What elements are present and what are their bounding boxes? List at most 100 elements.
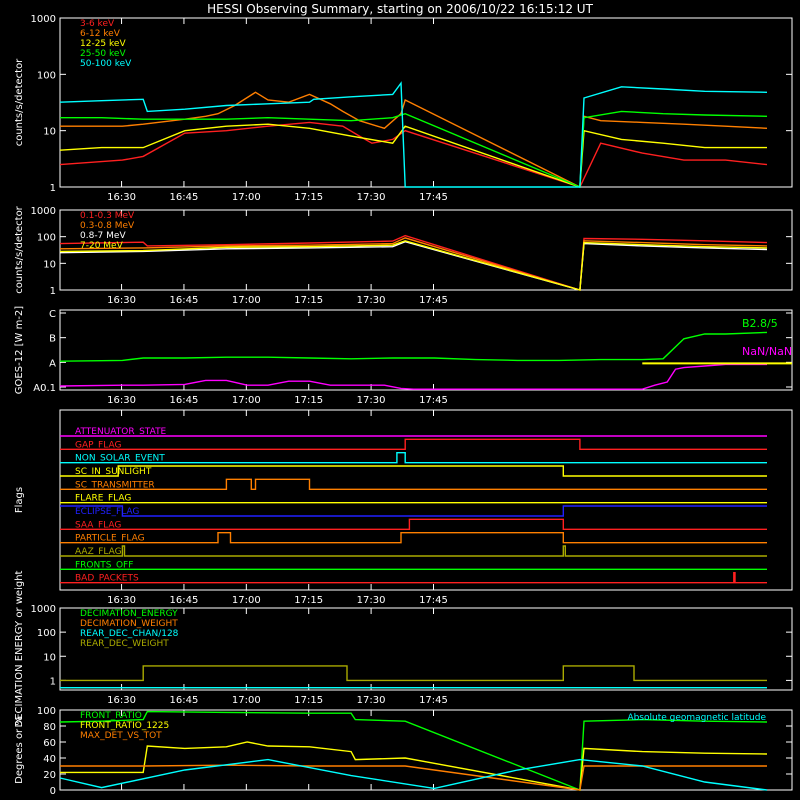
panel-frame xyxy=(59,17,793,188)
x-tick-label: 17:45 xyxy=(419,295,448,306)
x-tick-label: 17:15 xyxy=(294,395,323,406)
panel-ratios: 0 20 40 60 80 100 Degrees or % FRONT_RATIOFRONT… xyxy=(14,706,793,797)
legend-label: 7-20 MeV xyxy=(80,241,124,251)
y-axis-label: counts/s/detector xyxy=(14,205,25,293)
x-tick-label: 16:30 xyxy=(107,395,136,406)
legend-label: Absolute geomagnetic latitude xyxy=(627,713,766,723)
x-tick-label: 17:30 xyxy=(357,695,386,706)
x-tick-label: 16:45 xyxy=(170,595,199,606)
legend-label: 0.3-0.8 MeV xyxy=(80,221,135,231)
panel-hi_energy: 1 10 100 1000 counts/s/detector 16:30 16:45 17:… xyxy=(14,205,793,306)
series-line-absolute-geomagnetic-latitude xyxy=(59,758,768,791)
x-tick-label: 17:30 xyxy=(357,295,386,306)
x-tick-label: 16:45 xyxy=(170,695,199,706)
legend-label: ECLIPSE_FLAG xyxy=(75,507,139,517)
legend-label: 25-50 keV xyxy=(80,49,126,59)
legend-label: 0.8-7 MeV xyxy=(80,231,126,241)
panel-flags: Flags 16:30 16:45 17:00 17:15 17:30 17:45 ATTEN… xyxy=(14,409,793,606)
y-tick-label: 1 xyxy=(50,286,56,297)
series-line-50-100-kev xyxy=(59,81,768,188)
legend-label: SC_TRANSMITTER xyxy=(75,480,155,490)
x-tick-label: 17:30 xyxy=(357,192,386,203)
series-line-non-solar-event xyxy=(60,452,767,464)
legend-label: 6-12 keV xyxy=(80,29,121,39)
legend-label: GAP_FLAG xyxy=(75,440,121,450)
legend-label: MAX_DET_VS_TOT xyxy=(80,731,162,741)
series-line-front-ratio xyxy=(59,710,768,792)
y-tick-label: 100 xyxy=(37,706,56,717)
panel-frame xyxy=(59,209,793,291)
x-tick-label: 17:15 xyxy=(294,295,323,306)
x-tick-label: 17:30 xyxy=(357,395,386,406)
series-line-particle-flag xyxy=(60,532,767,544)
series-line-max-det-vs-tot xyxy=(60,764,767,791)
panel-frame xyxy=(59,709,793,791)
series-line-rear-dec-weight xyxy=(60,665,767,682)
legend-label: B2.8/5 xyxy=(742,317,778,330)
series-line-nan-nan xyxy=(59,363,767,390)
y-axis-label: counts/s/detector xyxy=(14,58,25,146)
y-tick-label: 40 xyxy=(43,754,56,765)
legend-label: NON_SOLAR_EVENT xyxy=(75,454,165,464)
y-tick-label: 20 xyxy=(43,770,56,781)
legend-label: ATTENUATOR_STATE xyxy=(75,427,167,437)
series-line-0-1-0-3-mev xyxy=(59,234,768,291)
legend-label: FRONT_RATIO xyxy=(80,711,142,721)
y-tick-label: 100 xyxy=(37,628,56,639)
legend-label: SAA_FLAG xyxy=(75,520,121,530)
y-tick-label: 1 xyxy=(50,183,56,194)
x-tick-label: 17:00 xyxy=(232,595,261,606)
y-tick-label: 0 xyxy=(50,786,56,797)
y-tick-label: 100 xyxy=(37,233,56,244)
series-line-bad-packets xyxy=(60,572,767,584)
series-line-0-3-0-8-mev xyxy=(59,237,768,291)
legend-label: PARTICLE_FLAG xyxy=(75,534,145,544)
y-tick-label: 1000 xyxy=(31,206,56,217)
panel-frame xyxy=(59,409,793,591)
panel-decimation: 1 10 100 1000 DECIMATION ENERGY or weight 16:… xyxy=(14,570,793,727)
y-axis-label: DECIMATION ENERGY or weight xyxy=(14,570,25,727)
legend-label: 0.1-0.3 MeV xyxy=(80,211,135,221)
x-tick-label: 17:15 xyxy=(294,192,323,203)
x-tick-label: 17:15 xyxy=(294,595,323,606)
series-line-25-50-kev xyxy=(60,110,768,189)
x-tick-label: 17:00 xyxy=(232,192,261,203)
legend-label: REAR_DEC_WEIGHT xyxy=(80,639,169,649)
y-tick-label: 10 xyxy=(43,259,56,270)
series-line-0-8-7-mev xyxy=(59,240,768,291)
y-axis-label: Flags xyxy=(14,487,25,513)
x-tick-label: 17:45 xyxy=(419,695,448,706)
x-tick-label: 16:45 xyxy=(170,192,199,203)
series-line-sc-in-sunlight xyxy=(60,465,767,477)
y-tick-label: 60 xyxy=(43,738,56,749)
legend-label: BAD_PACKETS xyxy=(75,574,139,584)
y-tick-label: 1000 xyxy=(31,14,56,25)
series-line-sc-transmitter xyxy=(60,478,767,490)
x-tick-label: 16:30 xyxy=(107,695,136,706)
series-line-aaz-flag xyxy=(60,545,767,557)
legend-label: AAZ_FLAG xyxy=(75,547,122,557)
legend-label: FRONTS_OFF xyxy=(75,560,133,570)
panel-frame xyxy=(59,607,793,691)
y-tick-label: 80 xyxy=(43,722,56,733)
x-tick-label: 17:00 xyxy=(232,395,261,406)
x-tick-label: 17:45 xyxy=(419,595,448,606)
panel-goes: A0.1 A B C GOES-12 [W m-2] 16:30 16:45 17:00 17:… xyxy=(14,306,793,406)
x-tick-label: 17:45 xyxy=(419,395,448,406)
series-line-saa-flag xyxy=(60,518,767,530)
legend-label: DECIMATION_WEIGHT xyxy=(80,619,178,629)
y-axis-label: GOES-12 [W m-2] xyxy=(14,306,25,394)
x-tick-label: 16:45 xyxy=(170,395,199,406)
x-tick-label: 17:00 xyxy=(232,295,261,306)
series-line-6-12-kev xyxy=(60,91,768,189)
figure-title: HESSI Observing Summary, starting on 200… xyxy=(207,2,593,16)
series-line-7-20-mev xyxy=(59,240,768,291)
legend-label: NaN/NaN xyxy=(742,345,792,358)
x-tick-label: 17:45 xyxy=(419,192,448,203)
series-line-front-ratio-1225 xyxy=(60,741,768,791)
y-tick-label: A xyxy=(49,358,56,369)
x-tick-label: 17:00 xyxy=(232,695,261,706)
legend-label: 3-6 keV xyxy=(80,19,115,29)
series-line-eclipse-flag xyxy=(60,505,767,517)
